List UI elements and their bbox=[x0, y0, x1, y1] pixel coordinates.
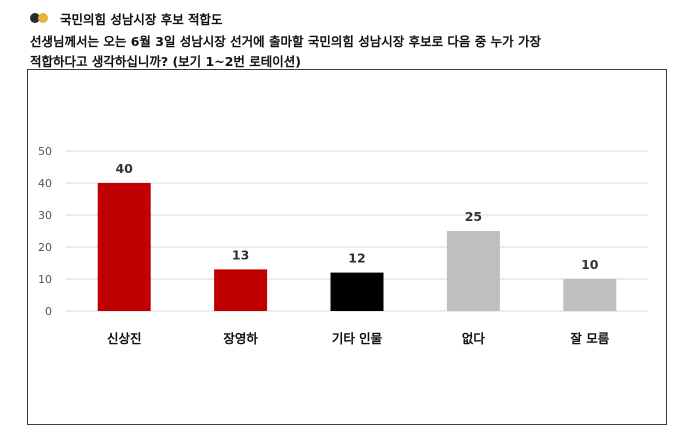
data-label-4: 10 bbox=[581, 257, 599, 272]
question-line-2: 적합하다고 생각하십니까? (보기 1~2번 로테이션) bbox=[30, 54, 301, 69]
bar-chart: 0 10 20 30 40 50 40 13 12 25 10 신상진 장영하 기타 인물 없다 잘 모름 bbox=[38, 145, 648, 346]
category-label-1: 장영하 bbox=[223, 331, 258, 346]
category-label-4: 잘 모름 bbox=[570, 331, 609, 346]
data-label-2: 12 bbox=[348, 251, 365, 266]
y-tick-label: 20 bbox=[38, 241, 52, 254]
gold-dot-icon bbox=[38, 13, 48, 23]
question-line-1: 선생님께서는 오는 6월 3일 성남시장 선거에 출마할 국민의힘 성남시장 후… bbox=[30, 34, 541, 49]
title-bullet-icon bbox=[30, 11, 52, 25]
category-label-2: 기타 인물 bbox=[332, 331, 383, 346]
chart-header: 국민의힘 성남시장 후보 적합도 선생님께서는 오는 6월 3일 성남시장 선거… bbox=[30, 8, 670, 72]
category-label-0: 신상진 bbox=[107, 331, 142, 346]
dark-dot-icon bbox=[30, 13, 40, 23]
bar-1 bbox=[214, 269, 268, 311]
y-tick-label: 0 bbox=[45, 305, 52, 318]
bar-3 bbox=[446, 231, 500, 311]
bar-2 bbox=[330, 272, 384, 311]
data-label-0: 40 bbox=[115, 161, 133, 176]
y-tick-label: 30 bbox=[38, 209, 52, 222]
data-label-1: 13 bbox=[232, 247, 249, 262]
chart-title: 국민의힘 성남시장 후보 적합도 bbox=[60, 11, 223, 27]
title-row: 국민의힘 성남시장 후보 적합도 bbox=[30, 8, 670, 28]
y-tick-label: 40 bbox=[38, 177, 52, 190]
y-axis-ticks: 0 10 20 30 40 50 bbox=[38, 145, 52, 318]
bar-4 bbox=[563, 279, 617, 311]
bar-0 bbox=[97, 183, 151, 311]
y-tick-label: 10 bbox=[38, 273, 52, 286]
data-labels: 40 13 12 25 10 bbox=[115, 161, 598, 272]
survey-question: 선생님께서는 오는 6월 3일 성남시장 선거에 출마할 국민의힘 성남시장 후… bbox=[30, 32, 670, 72]
data-label-3: 25 bbox=[465, 209, 482, 224]
y-tick-label: 50 bbox=[38, 145, 52, 158]
chart-frame: 0 10 20 30 40 50 40 13 12 25 10 신상진 장영하 기타 인물 없다 잘 모름 bbox=[27, 69, 667, 425]
bars bbox=[97, 183, 617, 311]
category-labels: 신상진 장영하 기타 인물 없다 잘 모름 bbox=[107, 331, 610, 346]
category-label-3: 없다 bbox=[462, 331, 486, 346]
